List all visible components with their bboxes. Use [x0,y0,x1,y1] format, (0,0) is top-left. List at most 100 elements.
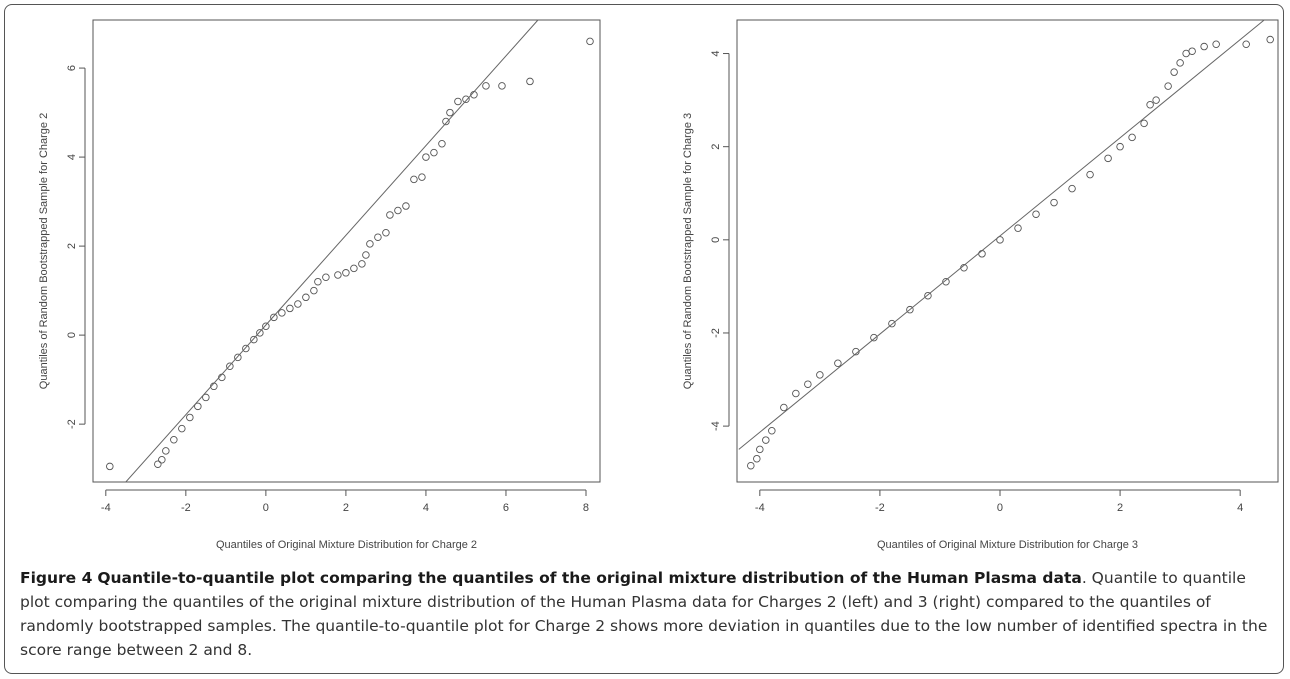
point [410,175,418,184]
point [762,436,770,444]
x-tick-label: 8 [583,502,589,514]
point [322,273,330,282]
x-tick-label: 6 [503,502,509,514]
y-tick-label: 6 [66,65,78,71]
point [256,329,264,337]
point [278,309,286,317]
point [382,229,390,237]
x-tick-label: 0 [997,502,1003,514]
point [1086,170,1094,179]
point [1266,35,1274,44]
point [586,37,594,46]
point [178,424,186,433]
point [418,173,426,181]
point [430,148,438,157]
point [780,403,788,412]
point [1176,59,1184,67]
point [816,371,824,379]
x-axis-label: Quantiles of Original Mixture Distributi… [877,539,1138,551]
y-tick-label: 4 [710,50,722,56]
reference-line [738,19,1265,450]
point [834,359,842,367]
plot-box [736,19,1279,483]
caption-title: Quantile-to-quantile plot comparing the … [97,569,1082,587]
point [362,251,370,259]
x-tick-label: -4 [101,502,111,514]
point [234,353,242,362]
y-tick-label: 2 [710,144,722,150]
point [374,233,382,241]
x-tick-label: 4 [1237,502,1243,514]
point [334,271,342,279]
point [1014,224,1022,232]
point [906,305,914,314]
point [756,445,764,454]
point [1140,119,1148,128]
y-tick-label: 2 [66,243,78,249]
point [158,455,166,464]
point [202,393,210,402]
point [194,402,202,411]
point [294,300,302,308]
point [1164,82,1172,90]
y-tick-label: -4 [710,421,722,431]
point [170,435,178,444]
point [366,240,374,248]
figure: -4 -2 0 2 4 6 8 -2 0 2 4 6 Quantiles of Original Mix… [38,19,1279,551]
point [386,211,394,219]
point [454,97,462,106]
point [314,277,322,286]
figure-frame [4,4,1284,674]
point [924,291,932,300]
point [1104,154,1112,163]
x-tick-label: 4 [423,502,429,514]
point [498,82,506,90]
point [942,277,950,286]
reference-line [125,19,539,483]
point [422,153,430,161]
point [1068,184,1076,193]
point [482,82,490,90]
point [1170,68,1178,76]
point [154,460,162,468]
point [1050,198,1058,207]
point [438,139,446,148]
point [768,427,776,435]
y-axis-label: Quantiles of Random Bootstrapped Sample … [682,113,694,389]
caption-text: . Quantile to quantile plot comparing th… [20,569,1268,659]
point [402,202,410,210]
point [1188,47,1196,55]
point [1146,101,1154,109]
point [526,77,534,86]
point [1242,40,1250,48]
x-tick-label: 0 [263,502,269,514]
y-tick-label: 4 [66,154,78,160]
point [342,269,350,277]
x-tick-label: -2 [875,502,885,514]
point [792,389,800,398]
point [888,319,896,328]
point [186,413,194,422]
point [270,313,278,322]
point [350,264,358,273]
x-axis-label: Quantiles of Original Mixture Distributi… [216,539,477,551]
y-tick-label: 0 [710,237,722,243]
point [1212,40,1220,48]
point [1200,42,1208,51]
point [162,447,170,455]
x-tick-label: -4 [755,502,765,514]
point [1152,96,1160,104]
point [978,250,986,258]
x-tick-label: 2 [1117,502,1123,514]
point [242,344,250,353]
point [870,333,878,342]
point [1128,133,1136,142]
point [262,322,270,330]
point [226,362,234,371]
point [106,462,114,471]
point [442,117,450,126]
point [310,286,318,295]
caption-label: Figure 4 [20,569,93,587]
point [286,304,294,313]
point [1032,210,1040,218]
